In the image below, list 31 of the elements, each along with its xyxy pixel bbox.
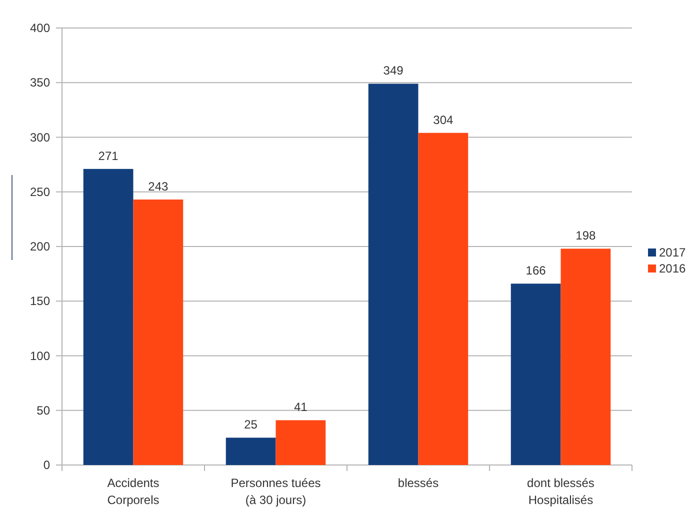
y-tick-label: 150 <box>30 294 50 308</box>
data-label: 243 <box>148 180 169 194</box>
y-tick-label: 250 <box>30 184 50 199</box>
x-tick-label: dont blessés Hospitalisés <box>527 476 594 507</box>
data-label: 25 <box>244 418 258 432</box>
y-tick-label: 0 <box>43 458 50 472</box>
y-tick-label: 100 <box>30 348 50 363</box>
data-label: 271 <box>98 148 119 163</box>
legend-label: 2016 <box>659 262 686 276</box>
data-label: 349 <box>383 64 404 78</box>
data-label: 166 <box>526 264 546 278</box>
legend-label: 2017 <box>659 246 686 260</box>
y-tick-label: 300 <box>30 130 50 144</box>
bar <box>226 438 276 465</box>
data-label: 41 <box>294 400 308 414</box>
bar <box>560 248 611 465</box>
y-tick-label: 350 <box>30 76 50 90</box>
bar <box>418 132 468 465</box>
bar <box>276 420 326 465</box>
data-label: 198 <box>576 228 596 243</box>
bar <box>133 200 184 465</box>
bar <box>368 84 418 465</box>
y-tick-label: 200 <box>30 240 50 254</box>
bar <box>510 284 561 465</box>
bar <box>83 168 134 465</box>
x-tick-label: Accidents Corporels <box>107 476 160 507</box>
y-tick-label: 400 <box>30 21 50 35</box>
y-tick-label: 50 <box>36 403 50 418</box>
x-tick-label: Personnes tuées (à 30 jours) <box>230 476 321 507</box>
x-tick-label: blessés <box>398 476 439 490</box>
data-label: 304 <box>433 112 454 127</box>
